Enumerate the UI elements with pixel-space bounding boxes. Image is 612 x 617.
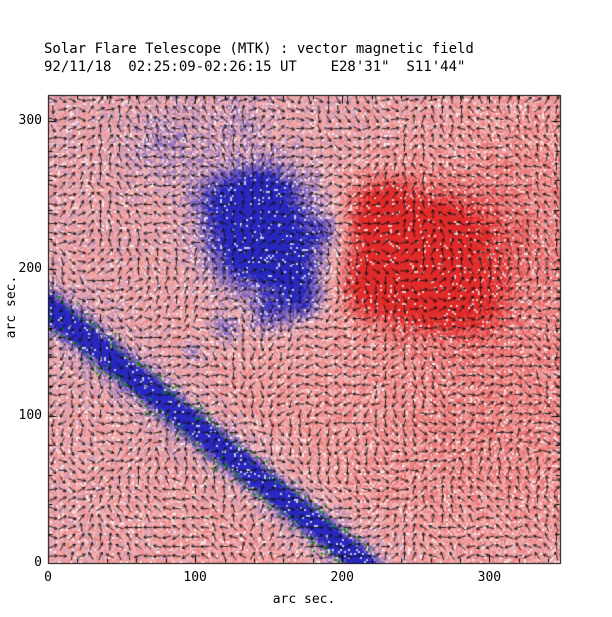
x-axis-tick-label: 300: [477, 570, 502, 585]
y-axis-label: arc sec.: [4, 275, 19, 339]
x-axis-label: arc sec.: [272, 592, 336, 607]
y-axis-tick-label: 100: [18, 407, 42, 423]
plot-subtitle: 92/11/18 02:25:09-02:26:15 UT E28'31" S1…: [44, 59, 466, 75]
y-axis-tick-label: 0: [34, 555, 42, 570]
x-axis-tick-label: 200: [330, 570, 354, 585]
x-axis-tick-label: 0: [44, 570, 52, 585]
x-axis-tick-label: 100: [183, 570, 207, 585]
y-axis-tick-label: 200: [18, 260, 42, 276]
y-axis-tick-label: 300: [18, 113, 42, 129]
plot-title: Solar Flare Telescope (MTK) : vector mag…: [44, 41, 474, 57]
